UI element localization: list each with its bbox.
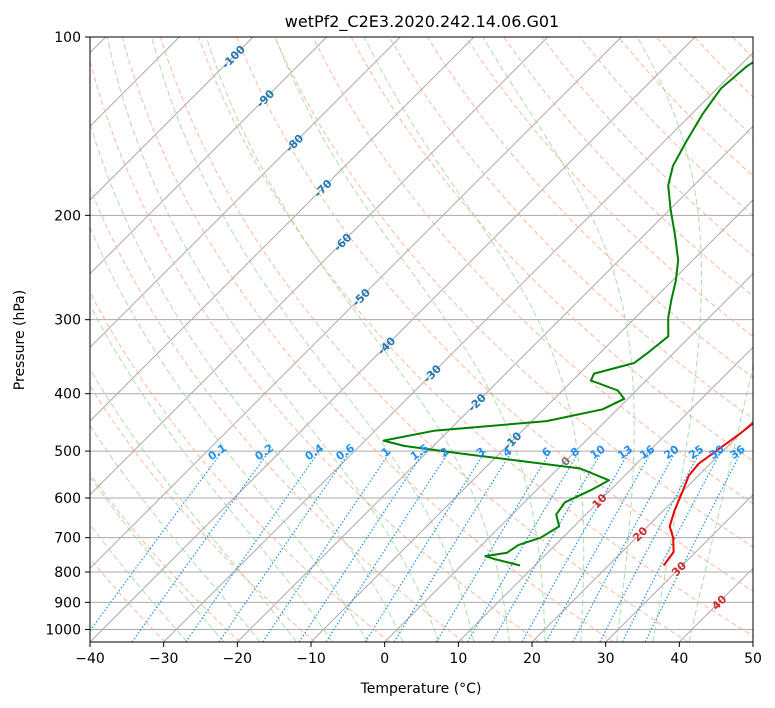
moist-adiabat-line [205,37,510,642]
y-tick-label: 300 [54,313,81,329]
moist-adiabat-line [90,475,225,642]
moist-adiabat-line [637,37,702,642]
plot-frame [89,36,754,643]
mixing-ratio-line [364,450,486,642]
isotherm-line [457,346,753,642]
isotherm-line [310,199,753,642]
x-tick-label: 20 [523,651,541,667]
mixing-ratio-line [298,450,425,642]
dry-adiabat-line [90,557,166,642]
dry-adiabat-line [350,37,753,462]
x-tick-label: 0 [380,651,389,667]
moist-adiabat-line [90,121,404,642]
mixing-ratio-line [545,450,653,642]
y-axis-ticks: 100 200 300 400 500 600 700 800 900 1000 [45,30,90,638]
dry-adiabat-line [236,37,753,592]
series-line [662,422,753,567]
mixing-ratio-line [325,450,450,642]
mixing-ratio-line [644,450,743,642]
dry-adiabat-line [90,291,390,642]
x-tick-label: −20 [223,651,253,667]
x-axis-ticks: −40 −30 −20 −10 0 10 20 30 40 50 [75,642,762,667]
x-tick-label: −40 [75,651,105,667]
moist-adiabat-line [90,424,261,642]
dry-adiabat-line [90,59,540,642]
mixing-ratio-line [435,450,552,642]
moist-adiabat-line [90,523,188,642]
dry-adiabat-line [90,186,465,642]
mixing-ratio-line [262,450,392,642]
isotherm-line [531,420,753,642]
x-tick-label: 50 [744,651,762,667]
isotherm-line [90,37,549,496]
y-tick-label: 1000 [45,622,81,638]
moist-adiabat-line [274,37,546,642]
sounding-series [382,61,753,567]
dry-adiabat-line [426,37,753,378]
isotherm-line [236,125,753,642]
series-line [382,61,753,567]
mixing-ratio-line [572,450,677,642]
mixing-ratio-line [185,450,320,642]
x-tick-label: −30 [149,651,179,667]
isotherm-line [752,641,753,642]
moist-adiabat-line [151,37,475,642]
dry-adiabat-line [121,37,614,642]
x-tick-label: 40 [670,651,688,667]
isotherm-line [90,37,696,642]
y-tick-label: 800 [54,565,81,581]
dry-adiabat-line [198,37,753,637]
mixing-ratio-line [218,450,351,642]
isotherm-line [90,37,328,275]
moist-adiabat-line [90,368,297,642]
chart-title: wetPf2_C2E3.2020.242.14.06.G01 [285,12,559,32]
y-tick-label: 100 [54,30,81,46]
mixing-ratio-line [521,450,631,642]
isobar-grid [90,37,753,630]
y-tick-label: 500 [54,444,81,460]
moist-adiabat-line [482,37,635,642]
dry-adiabat-line [503,37,753,297]
y-tick-label: 200 [54,208,81,224]
isotherm-line [90,37,401,349]
y-tick-label: 400 [54,387,81,403]
mixing-ratio-lines [90,450,743,642]
x-axis-label: Temperature (°C) [360,681,482,697]
isotherm-line [90,37,622,570]
mixing-ratio-line [599,450,702,642]
y-tick-label: 900 [54,595,81,611]
isotherm-line [163,51,753,642]
y-axis-label: Pressure (hPa) [12,290,28,390]
y-tick-label: 700 [54,531,81,547]
moist-adiabat-line [106,37,439,642]
dry-adiabat-line [771,37,775,642]
isotherm-line [384,272,753,642]
dry-adiabat-line [90,384,316,642]
x-tick-label: −10 [296,651,326,667]
x-tick-label: 30 [597,651,615,667]
mixing-ratio-line [621,450,722,642]
dry-adiabat-line [90,472,241,642]
isotherm-grid [90,37,753,642]
isotherm-line [605,493,753,642]
moist-adiabat-line [90,226,369,642]
isotherm-line [90,37,475,422]
mixing-ratio-line [131,450,270,642]
x-tick-label: 10 [449,651,467,667]
dry-adiabat-line [274,37,753,548]
dry-adiabats [90,37,775,642]
y-tick-label: 600 [54,491,81,507]
dry-adiabat-line [159,37,689,642]
isotherm-line [90,37,254,201]
mixing-ratio-line [90,450,223,632]
mixing-ratio-line [393,450,513,642]
